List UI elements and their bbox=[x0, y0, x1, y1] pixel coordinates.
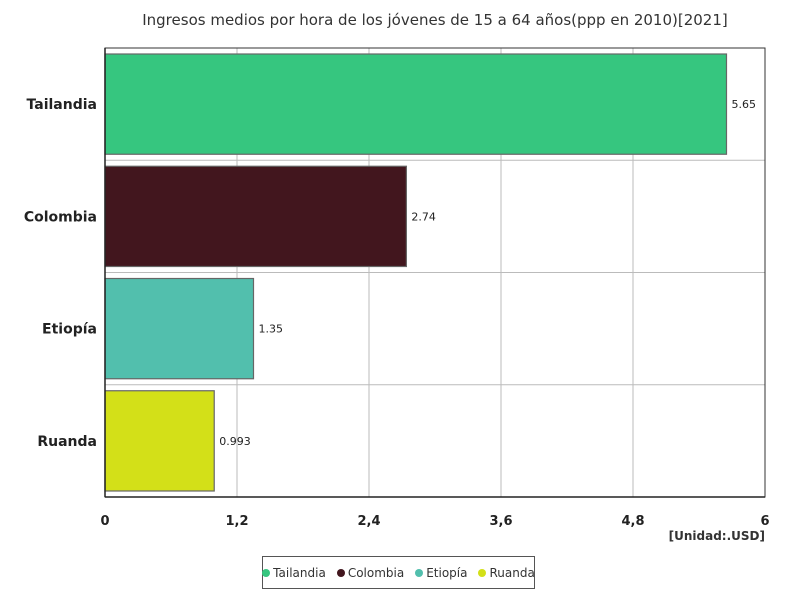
data-label: 2.74 bbox=[411, 210, 436, 223]
legend-item[interactable]: Tailandia bbox=[262, 566, 326, 580]
chart-title: Ingresos medios por hora de los jóvenes … bbox=[142, 11, 728, 29]
legend-swatch bbox=[478, 568, 487, 577]
legend-item[interactable]: Ruanda bbox=[478, 565, 535, 580]
legend-swatch bbox=[415, 568, 424, 577]
y-tick-label: Colombia bbox=[24, 209, 97, 225]
legend-label: Colombia bbox=[347, 565, 405, 580]
x-tick-label: 2,4 bbox=[357, 514, 380, 529]
legend-item[interactable]: Etiopía bbox=[415, 566, 467, 580]
bar-etiopía bbox=[104, 277, 255, 380]
legend-label: Tailandia bbox=[273, 565, 326, 580]
x-tick-label: 0 bbox=[100, 514, 109, 529]
data-label: 5.65 bbox=[732, 98, 757, 111]
legend-swatch bbox=[336, 568, 345, 577]
data-label: 1.35 bbox=[259, 323, 284, 336]
labels: 0 1,2 2,4 3,6 4,8 6 5.65 Tailandia 2.74 Colombia 1… bbox=[24, 97, 770, 529]
x-tick-label: 3,6 bbox=[489, 514, 512, 529]
legend: Tailandia Colombia Etiopía Ruanda bbox=[262, 556, 535, 589]
legend-swatch bbox=[262, 568, 271, 577]
legend-item[interactable]: Colombia bbox=[336, 565, 405, 580]
data-label: 0.993 bbox=[219, 435, 251, 448]
x-tick-label: 4,8 bbox=[621, 514, 644, 529]
x-tick-label: 6 bbox=[760, 514, 769, 529]
legend-label: Ruanda bbox=[489, 565, 535, 580]
bars bbox=[104, 53, 728, 492]
bar-colombia bbox=[104, 165, 407, 268]
legend-label: Etiopía bbox=[426, 565, 468, 580]
unit-label: [Unidad:.USD] bbox=[668, 529, 765, 543]
bar-tailandia bbox=[104, 53, 728, 155]
y-tick-label: Tailandia bbox=[27, 97, 97, 113]
grid-lines bbox=[105, 48, 765, 497]
bar-ruanda bbox=[104, 390, 215, 492]
y-tick-label: Etiopía bbox=[42, 322, 97, 338]
y-tick-label: Ruanda bbox=[37, 434, 97, 450]
x-tick-label: 1,2 bbox=[225, 514, 248, 529]
